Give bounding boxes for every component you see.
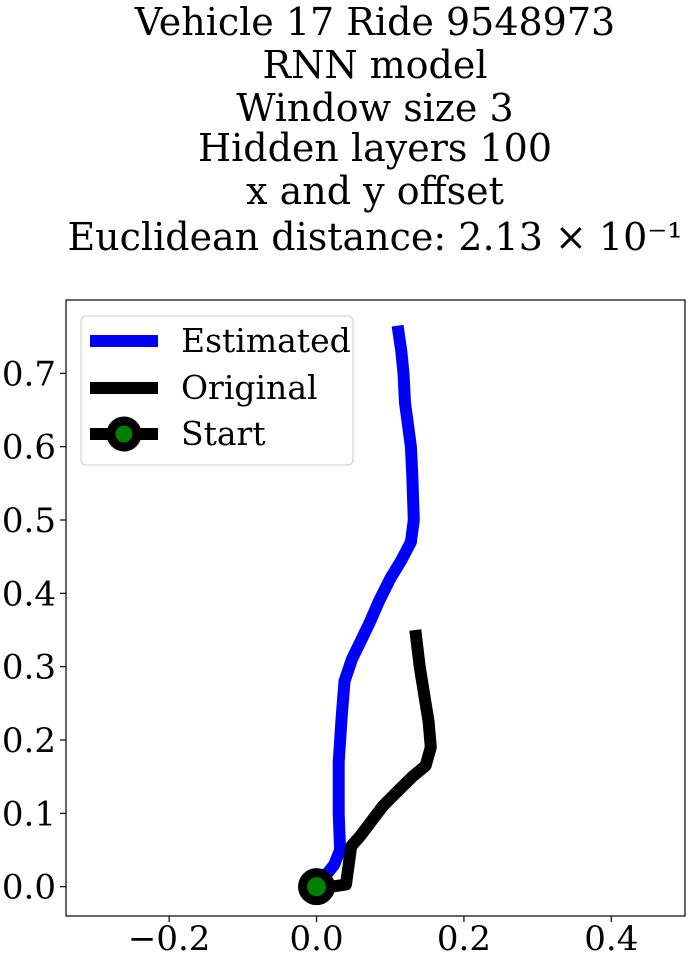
y-tick-label: 0.4: [2, 574, 56, 614]
y-tick-label: 0.2: [2, 721, 56, 761]
series-line-estimated: [311, 324, 420, 891]
title-line: RNN model: [262, 43, 487, 87]
series-line-original: [316, 629, 437, 893]
y-tick-label: 0.5: [2, 501, 56, 541]
y-axis: 0.0 0.1 0.2 0.3 0.4 0.5 0.6 0.7: [2, 354, 66, 908]
y-tick-label: 0.3: [2, 648, 56, 688]
legend-label: Start: [181, 414, 266, 453]
y-tick-label: 0.7: [2, 354, 56, 394]
x-tick-label: −0.2: [128, 919, 211, 959]
legend-label: Estimated: [181, 321, 351, 360]
x-tick-label: 0.0: [290, 919, 344, 959]
start-marker: [298, 868, 336, 906]
title-line: Vehicle 17 Ride 9548973: [134, 0, 615, 44]
series-layer: [298, 324, 437, 906]
legend: Estimated Original Start: [80, 315, 354, 466]
legend-label: Original: [181, 368, 318, 407]
title-line: Hidden layers 100: [198, 126, 552, 170]
legend-box: [80, 315, 354, 466]
y-tick-label: 0.0: [2, 868, 56, 908]
legend-start-marker: [106, 416, 142, 452]
x-axis: −0.2 0.0 0.2 0.4: [128, 916, 638, 959]
y-tick-label: 0.1: [2, 794, 56, 834]
x-tick-label: 0.2: [437, 919, 491, 959]
title-line: x and y offset: [246, 169, 504, 213]
title-line: Euclidean distance: 2.13 × 10⁻¹: [67, 215, 682, 259]
y-tick-label: 0.6: [2, 428, 56, 468]
title-line: Window size 3: [236, 86, 513, 130]
x-tick-label: 0.4: [584, 919, 638, 959]
axes-frame: [65, 299, 686, 917]
